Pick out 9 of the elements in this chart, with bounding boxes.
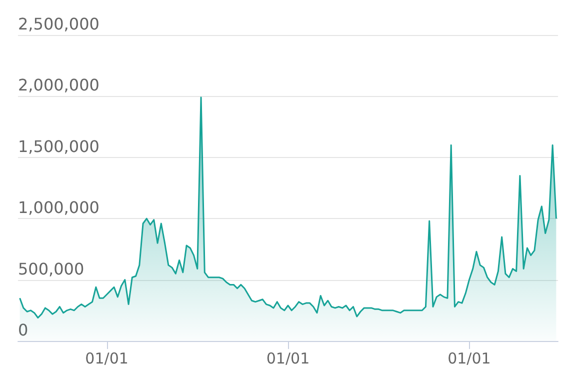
y-tick-label: 1,000,000 [18, 198, 100, 218]
x-tick-label: 01/01 [448, 350, 491, 368]
y-tick-label: 500,000 [18, 259, 84, 278]
x-tick-label: 01/01 [266, 350, 310, 368]
x-tick-label: 01/01 [85, 350, 128, 368]
y-tick-label: 0 [18, 320, 28, 340]
y-tick-label: 2,000,000 [18, 76, 100, 95]
y-tick-label: 1,500,000 [18, 136, 100, 156]
y-tick-label: 2,500,000 [18, 14, 100, 34]
